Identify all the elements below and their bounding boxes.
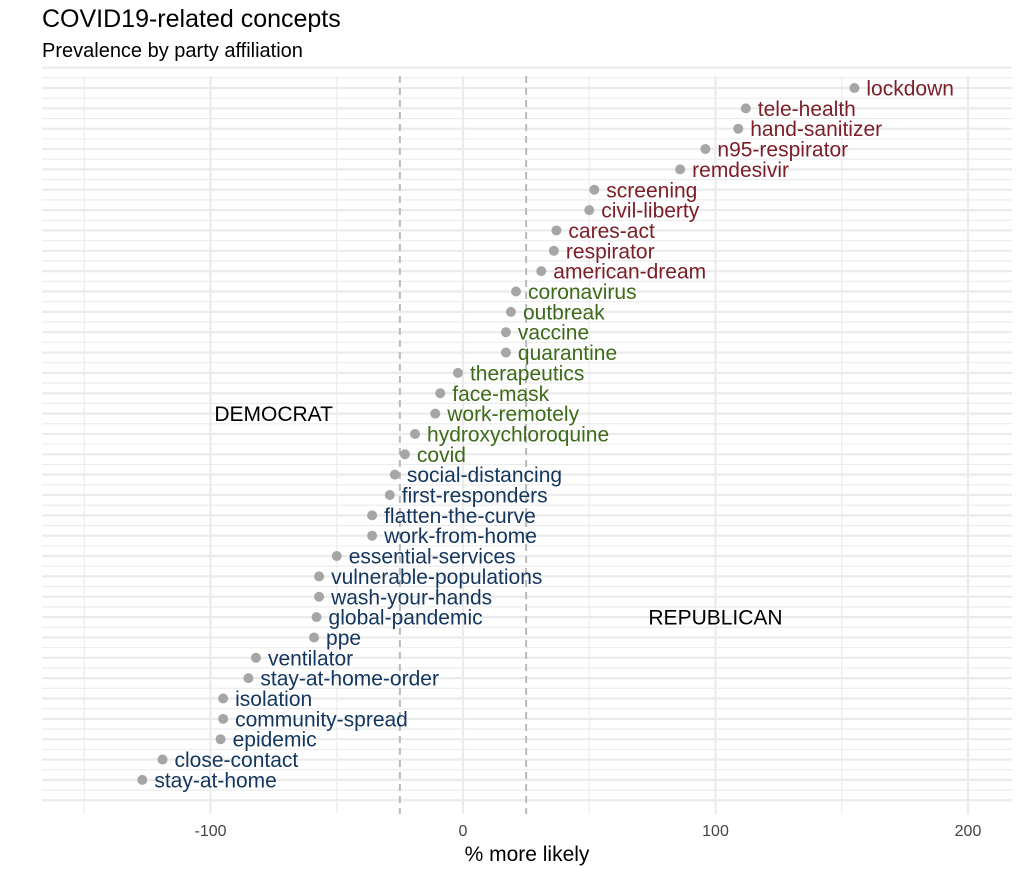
- data-points: [137, 83, 860, 785]
- point-label: isolation: [235, 688, 312, 711]
- point-label: quarantine: [518, 342, 617, 365]
- point-label: covid: [417, 444, 466, 467]
- point-label: wash-your-hands: [330, 586, 492, 609]
- point-label: stay-at-home-order: [260, 668, 439, 691]
- reference-lines: [398, 76, 528, 814]
- point-label: close-contact: [175, 749, 299, 772]
- point-label: therapeutics: [470, 362, 584, 385]
- data-point: [505, 306, 516, 317]
- point-label: vaccine: [518, 322, 589, 345]
- data-point: [589, 184, 600, 195]
- point-label: coronavirus: [528, 281, 637, 304]
- point-label: screening: [606, 179, 697, 202]
- data-point: [500, 327, 511, 338]
- data-point: [314, 571, 325, 582]
- data-point: [331, 551, 342, 562]
- point-label: flatten-the-curve: [384, 505, 536, 528]
- point-label: work-from-home: [383, 525, 537, 548]
- data-point: [511, 286, 522, 297]
- point-label: american-dream: [553, 261, 706, 284]
- data-point: [367, 530, 378, 541]
- data-point: [430, 408, 441, 419]
- data-point: [389, 469, 400, 480]
- point-label: hydroxychloroquine: [427, 423, 609, 446]
- region-label: REPUBLICAN: [648, 607, 782, 630]
- data-point: [435, 388, 446, 399]
- data-point: [309, 632, 320, 643]
- data-point: [250, 652, 261, 663]
- point-label: face-mask: [452, 383, 549, 406]
- x-tick-label: -100: [194, 823, 226, 840]
- point-label: social-distancing: [407, 464, 562, 487]
- point-label: stay-at-home: [154, 769, 277, 792]
- point-label: remdesivir: [692, 159, 789, 182]
- data-point: [384, 490, 395, 500]
- point-label: essential-services: [349, 546, 516, 569]
- point-label: n95-respirator: [717, 139, 848, 162]
- data-point: [849, 83, 860, 93]
- point-label: tele-health: [758, 98, 856, 121]
- data-point: [367, 510, 378, 521]
- point-label: first-responders: [402, 485, 548, 508]
- data-point: [551, 225, 562, 236]
- point-label: respirator: [566, 240, 655, 263]
- data-point: [399, 449, 410, 460]
- data-point: [243, 673, 254, 684]
- x-tick-label: 200: [955, 823, 982, 840]
- data-point: [500, 347, 511, 358]
- point-label: hand-sanitizer: [750, 118, 882, 141]
- point-label: work-remotely: [446, 403, 579, 426]
- data-point: [700, 144, 711, 155]
- x-tick-label: 0: [459, 823, 468, 840]
- point-label: ventilator: [268, 647, 353, 670]
- x-axis: -100 0 100 200: [194, 823, 981, 840]
- point-label: global-pandemic: [329, 607, 483, 630]
- point-label: civil-liberty: [601, 200, 700, 223]
- data-point: [311, 612, 322, 623]
- data-point: [218, 693, 229, 704]
- data-point: [218, 713, 229, 724]
- x-tick-label: 100: [702, 823, 729, 840]
- data-point: [675, 164, 686, 175]
- data-point: [584, 205, 595, 216]
- data-point: [314, 591, 325, 602]
- data-point: [548, 245, 559, 256]
- region-label: DEMOCRAT: [214, 403, 333, 426]
- point-label: lockdown: [866, 78, 954, 101]
- data-point: [536, 266, 547, 277]
- point-label: vulnerable-populations: [331, 566, 542, 589]
- chart-title: COVID19-related concepts: [42, 5, 341, 33]
- x-axis-title: % more likely: [465, 843, 590, 866]
- data-point: [740, 103, 751, 114]
- point-label: outbreak: [523, 301, 605, 324]
- point-label: cares-act: [568, 220, 655, 243]
- point-label: community-spread: [235, 708, 408, 731]
- data-point: [410, 428, 421, 439]
- data-point: [137, 774, 148, 785]
- data-point: [452, 367, 463, 378]
- data-point: [157, 754, 168, 765]
- data-point: [733, 123, 744, 134]
- data-point: [215, 734, 226, 745]
- point-label: epidemic: [233, 729, 317, 752]
- point-label: ppe: [326, 627, 361, 650]
- point-labels: lockdown tele-healthhand-sanitizern95-res…: [154, 78, 954, 793]
- region-labels: DEMOCRAT REPUBLICAN: [214, 403, 782, 629]
- chart-subtitle: Prevalence by party affiliation: [42, 40, 303, 62]
